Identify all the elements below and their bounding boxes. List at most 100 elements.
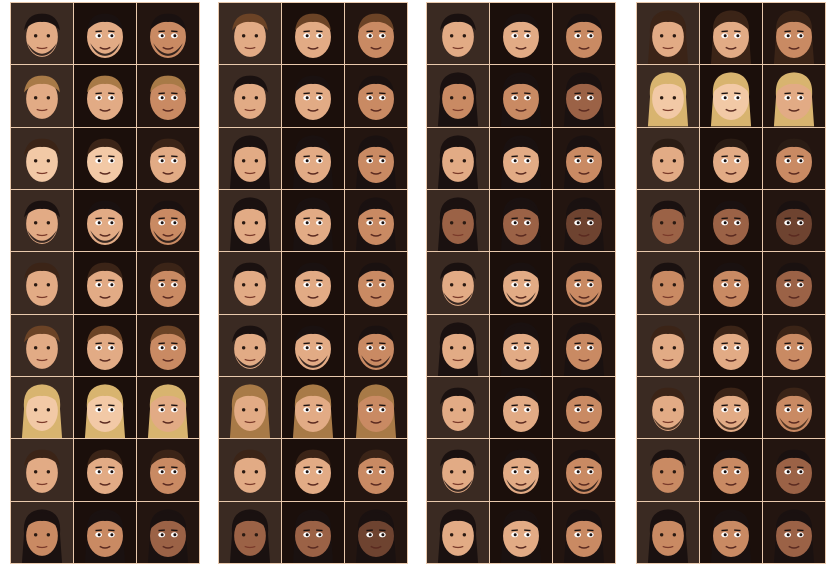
face-photo-p1-r2-c1 <box>11 65 73 127</box>
face-drawing <box>563 509 605 563</box>
face-drawing <box>24 325 60 369</box>
face-avatar-p3-r6-c2 <box>490 314 552 376</box>
face-avatar-p3-r6-c3 <box>553 314 615 376</box>
face-avatar-p3-r5-c3 <box>553 252 615 314</box>
face-photo-p3-r2-c1 <box>427 65 489 127</box>
face-drawing <box>292 135 334 189</box>
face-photo-p3-r8-c1 <box>427 439 489 501</box>
face-photo-p2-r2-c1 <box>219 65 281 127</box>
face-drawing <box>150 262 186 308</box>
face-avatar-p1-r3-c2 <box>74 127 136 189</box>
face-drawing <box>437 72 479 127</box>
face-drawing <box>776 138 812 183</box>
face-avatar-p3-r7-c2 <box>490 376 552 439</box>
face-drawing <box>87 262 123 308</box>
face-avatar-p1-r6-c3 <box>137 314 199 376</box>
face-photo-p4-r9-c1 <box>637 501 699 563</box>
face-grid-panel-4 <box>636 2 826 564</box>
face-drawing <box>563 135 605 189</box>
face-drawing <box>500 135 542 189</box>
face-drawing <box>773 72 815 127</box>
face-avatar-p1-r9-c3 <box>137 501 199 563</box>
face-drawing <box>713 138 749 183</box>
face-avatar-p4-r8-c2 <box>700 439 762 501</box>
face-photo-p3-r3-c1 <box>427 127 489 189</box>
face-drawing <box>150 325 186 370</box>
face-drawing <box>150 13 186 58</box>
face-drawing <box>358 325 394 370</box>
face-drawing <box>232 13 268 57</box>
face-drawing <box>440 13 476 57</box>
face-drawing <box>566 13 602 58</box>
face-avatar-p4-r4-c2 <box>700 189 762 252</box>
face-avatar-p3-r4-c3 <box>553 189 615 252</box>
face-drawing <box>566 449 602 495</box>
face-drawing <box>500 197 542 252</box>
face-grid-panel-3 <box>426 2 616 564</box>
face-avatar-p2-r8-c3 <box>345 439 407 501</box>
face-drawing <box>150 75 186 121</box>
face-photo-p2-r7-c1 <box>219 376 281 439</box>
face-drawing <box>87 138 123 183</box>
face-drawing <box>776 387 812 432</box>
face-photo-p1-r5-c1 <box>11 252 73 314</box>
face-photo-p1-r9-c1 <box>11 501 73 563</box>
face-avatar-p4-r5-c2 <box>700 252 762 314</box>
face-drawing <box>776 449 812 495</box>
face-avatar-p3-r1-c2 <box>490 3 552 65</box>
face-drawing <box>713 325 749 370</box>
face-avatar-p4-r9-c2 <box>700 501 762 563</box>
face-drawing <box>650 262 686 307</box>
face-drawing <box>295 449 331 495</box>
face-avatar-p4-r5-c3 <box>763 252 825 314</box>
face-drawing <box>437 509 479 563</box>
face-photo-p3-r1-c1 <box>427 3 489 65</box>
face-drawing <box>295 75 331 121</box>
face-avatar-p4-r6-c3 <box>763 314 825 376</box>
face-drawing <box>776 200 812 245</box>
face-drawing <box>647 509 689 563</box>
face-drawing <box>355 509 397 563</box>
face-drawing <box>355 384 397 439</box>
face-avatar-p2-r3-c3 <box>345 127 407 189</box>
face-drawing <box>710 10 752 65</box>
face-photo-p3-r4-c1 <box>427 189 489 252</box>
face-drawing <box>563 322 605 376</box>
face-drawing <box>150 138 186 183</box>
face-photo-p2-r9-c1 <box>219 501 281 563</box>
face-drawing <box>710 72 752 127</box>
face-photo-p1-r4-c1 <box>11 189 73 252</box>
face-drawing <box>24 75 60 120</box>
face-avatar-p3-r7-c3 <box>553 376 615 439</box>
face-drawing <box>295 13 331 58</box>
face-drawing <box>773 509 815 563</box>
face-photo-p3-r9-c1 <box>427 501 489 563</box>
face-avatar-p1-r4-c2 <box>74 189 136 252</box>
face-drawing <box>647 10 689 65</box>
face-avatar-p3-r3-c2 <box>490 127 552 189</box>
face-avatar-p2-r9-c2 <box>282 501 344 563</box>
face-drawing <box>566 387 602 432</box>
face-drawing <box>710 509 752 563</box>
face-drawing <box>503 13 539 58</box>
face-drawing <box>563 197 605 252</box>
face-drawing <box>776 262 812 308</box>
face-grid-panel-1 <box>10 2 200 564</box>
face-drawing <box>358 75 394 121</box>
face-avatar-p4-r3-c3 <box>763 127 825 189</box>
face-drawing <box>84 384 126 439</box>
face-drawing <box>500 72 542 127</box>
face-drawing <box>295 325 331 370</box>
face-avatar-p3-r1-c3 <box>553 3 615 65</box>
face-drawing <box>24 13 60 57</box>
face-drawing <box>773 10 815 65</box>
face-photo-p2-r3-c1 <box>219 127 281 189</box>
face-avatar-p2-r9-c3 <box>345 501 407 563</box>
face-drawing <box>87 75 123 121</box>
face-photo-p4-r3-c1 <box>637 127 699 189</box>
face-photo-p2-r4-c1 <box>219 189 281 252</box>
face-avatar-p4-r9-c3 <box>763 501 825 563</box>
face-photo-p3-r5-c1 <box>427 252 489 314</box>
face-drawing <box>440 449 476 494</box>
face-drawing <box>713 262 749 308</box>
